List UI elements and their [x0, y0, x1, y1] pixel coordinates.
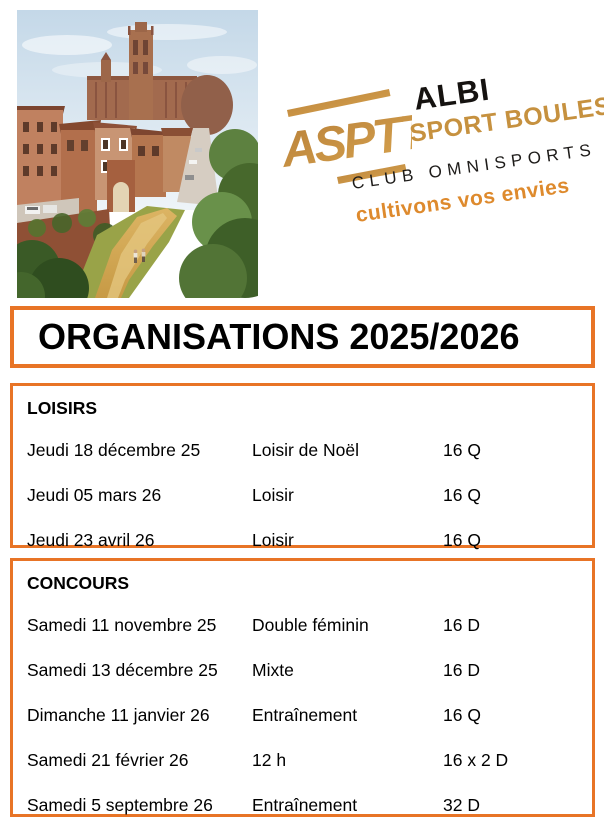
section-title-loisirs: LOISIRS — [27, 398, 98, 418]
event-format: 16 Q — [443, 530, 481, 550]
event-date: Jeudi 05 mars 26 — [27, 485, 162, 505]
table-row: Samedi 21 février 26 12 h 16 x 2 D — [27, 750, 582, 770]
title-banner: ORGANISATIONS 2025/2026 — [10, 306, 595, 368]
event-format: 16 x 2 D — [443, 750, 509, 770]
event-date: Samedi 5 septembre 26 — [27, 795, 213, 815]
table-row: Samedi 13 décembre 25 Mixte 16 D — [27, 660, 582, 680]
table-row: Samedi 5 septembre 26 Entraînement 32 D — [27, 795, 582, 815]
event-label: Loisir de Noël — [252, 440, 359, 460]
event-date: Dimanche 11 janvier 26 — [27, 705, 210, 725]
event-date: Samedi 21 février 26 — [27, 750, 189, 770]
event-format: 16 Q — [443, 485, 481, 505]
event-label: Entraînement — [252, 795, 358, 815]
event-label: Loisir — [252, 485, 294, 505]
asptt-brand-icon: ASPTT — [280, 89, 412, 184]
event-label: Loisir — [252, 530, 294, 550]
albi-photo-illustration — [17, 10, 258, 298]
table-row: Jeudi 23 avril 26 Loisir 16 Q — [27, 530, 582, 550]
event-format: 16 D — [443, 615, 480, 635]
albi-cityscape-photo — [17, 10, 258, 298]
table-row: Jeudi 18 décembre 25 Loisir de Noël 16 Q — [27, 440, 582, 460]
walking-people — [133, 248, 146, 263]
event-label: Double féminin — [252, 615, 369, 635]
page-title: ORGANISATIONS 2025/2026 — [38, 316, 520, 357]
section-title-concours: CONCOURS — [27, 573, 130, 593]
event-format: 16 Q — [443, 440, 481, 460]
event-label: Entraînement — [252, 705, 358, 725]
section-loisirs: LOISIRS Jeudi 18 décembre 25 Loisir de N… — [10, 383, 595, 550]
asptt-logo: ASPTT ALBI SPORT BOULES CLUB OMNISPORTS … — [278, 72, 604, 230]
event-label: Mixte — [252, 660, 294, 680]
event-date: Jeudi 18 décembre 25 — [27, 440, 201, 460]
table-row: Samedi 11 novembre 25 Double féminin 16 … — [27, 615, 582, 635]
event-format: 16 Q — [443, 705, 481, 725]
event-format: 16 D — [443, 660, 480, 680]
table-row: Jeudi 05 mars 26 Loisir 16 Q — [27, 485, 582, 505]
event-date: Jeudi 23 avril 26 — [27, 530, 155, 550]
event-date: Samedi 11 novembre 25 — [27, 615, 217, 635]
event-label: 12 h — [252, 750, 287, 770]
table-row: Dimanche 11 janvier 26 Entraînement 16 Q — [27, 705, 582, 725]
event-format: 32 D — [443, 795, 480, 815]
section-concours: CONCOURS Samedi 11 novembre 25 Double fé… — [10, 558, 595, 817]
event-date: Samedi 13 décembre 25 — [27, 660, 218, 680]
